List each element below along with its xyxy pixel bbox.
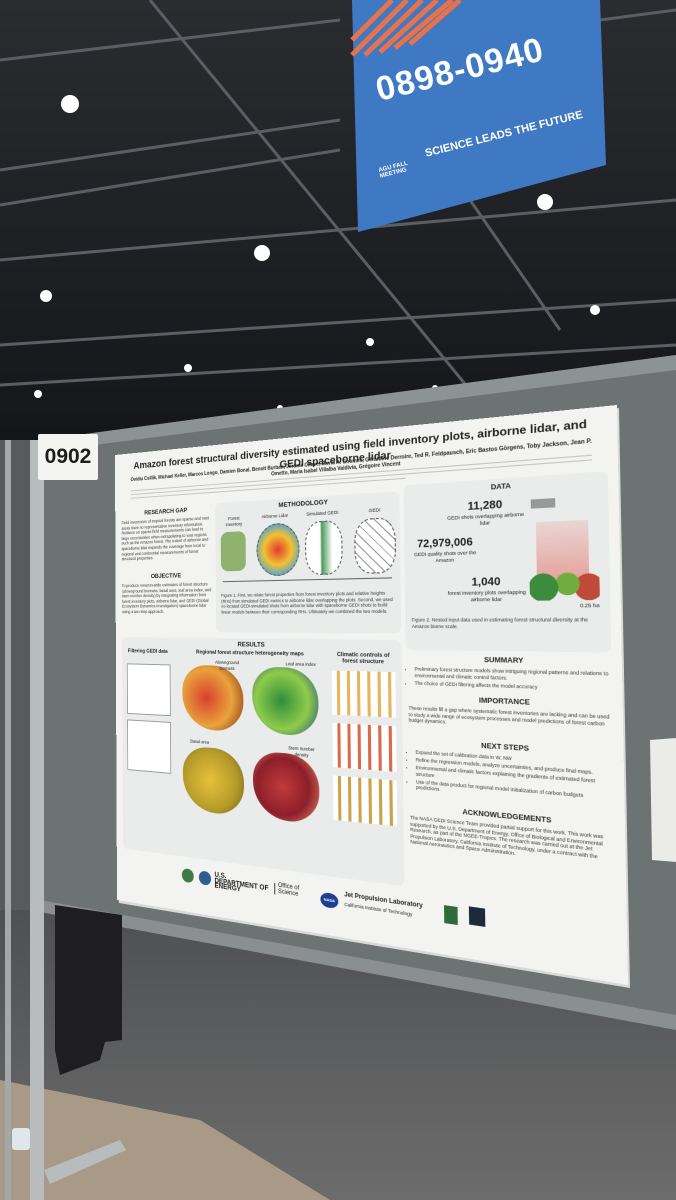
person-legs bbox=[55, 905, 122, 1075]
frame-pole bbox=[30, 440, 44, 1200]
map bbox=[182, 745, 245, 817]
results-subheading: Regional forest structure heterogeneity … bbox=[196, 649, 304, 658]
cup bbox=[12, 1128, 30, 1150]
results-panel: RESULTS Filtering GEDI data Regional for… bbox=[122, 637, 405, 887]
bullet-list: Preliminary forest structure models show… bbox=[408, 666, 609, 694]
ceiling-trusses bbox=[0, 0, 676, 391]
data-label: forest inventory plots overlapping airbo… bbox=[447, 589, 526, 602]
scatter-plot bbox=[127, 719, 172, 774]
intro-column: RESEARCH GAP Field inventories of tropic… bbox=[121, 506, 212, 633]
frame-foot bbox=[44, 1140, 126, 1184]
gedi-icon bbox=[354, 517, 397, 574]
method-label: Simulated GEDI bbox=[306, 509, 339, 517]
section-heading: SUMMARY bbox=[483, 656, 524, 666]
map bbox=[252, 666, 319, 737]
plot-icon bbox=[220, 531, 246, 572]
simulated-gedi-icon bbox=[304, 519, 343, 576]
section-text: These results fill a gap where systemati… bbox=[408, 705, 610, 727]
map-label: Basal area bbox=[190, 738, 210, 745]
logo-mark bbox=[444, 905, 458, 926]
logo-text: U.S. DEPARTMENT OF ENERGY bbox=[214, 871, 269, 894]
lidar-icon bbox=[256, 522, 300, 577]
plot-size: 0.25 ha bbox=[579, 602, 600, 609]
map bbox=[182, 664, 244, 733]
data-panel: DATA 11,280 GEDI shots overlapping airbo… bbox=[403, 471, 612, 653]
section-text: Field inventories of tropical forests ar… bbox=[121, 515, 209, 562]
poster: Amazon forest structural diversity estim… bbox=[115, 405, 628, 985]
sign-stripes bbox=[350, 0, 462, 57]
figure-caption: Figure 1. First, we relate forest proper… bbox=[221, 590, 393, 615]
method-label: GEDI bbox=[368, 507, 381, 514]
results-subheading: Filtering GEDI data bbox=[127, 648, 168, 655]
satellite-icon bbox=[530, 498, 556, 509]
ceiling-lights bbox=[34, 95, 659, 411]
logo-text: Office of Science bbox=[274, 883, 317, 901]
board-rim bbox=[40, 900, 676, 1030]
results-subheading: Climatic controls of forest structure bbox=[336, 651, 390, 665]
sign-board bbox=[352, 0, 606, 232]
section-text: To produce Amazon-wide estimates of fore… bbox=[121, 581, 212, 615]
logo-mark bbox=[198, 870, 212, 886]
method-label: Forest inventory bbox=[225, 515, 243, 527]
method-label: Airborne Lidar bbox=[261, 512, 289, 520]
trees-icon bbox=[529, 566, 600, 601]
logo-mark bbox=[181, 867, 194, 884]
conclusions-column: SUMMARY Preliminary forest structure mod… bbox=[408, 655, 614, 924]
booth-number: 0902 bbox=[38, 434, 98, 480]
frame-pole bbox=[5, 440, 11, 1200]
logo-mark bbox=[468, 906, 486, 927]
data-number: 1,040 bbox=[471, 576, 501, 589]
map bbox=[252, 750, 320, 825]
map-label: Aboveground biomass bbox=[214, 659, 240, 671]
floor bbox=[0, 1080, 330, 1200]
bullet-list: Expand the set of calibration data in W,… bbox=[409, 749, 611, 810]
method-arrow bbox=[222, 577, 393, 583]
methodology-panel: METHODOLOGY Forest inventory Airborne Li… bbox=[215, 491, 402, 634]
section-heading: OBJECTIVE bbox=[150, 572, 182, 581]
boxplot-panel bbox=[331, 670, 396, 718]
figure-caption: Figure 2. Nested input data used in esti… bbox=[411, 616, 589, 629]
section-heading: DATA bbox=[490, 482, 511, 492]
map-label: Leaf area index bbox=[285, 661, 316, 668]
logo-text: NASA bbox=[320, 891, 339, 910]
neighbor-poster bbox=[650, 738, 676, 862]
data-label: GEDI quality shots over the Amazon bbox=[414, 549, 477, 563]
scatter-plot bbox=[126, 663, 171, 717]
boxplot-panel bbox=[332, 775, 398, 827]
boxplot-panel bbox=[332, 722, 397, 772]
board-rim bbox=[40, 355, 676, 452]
